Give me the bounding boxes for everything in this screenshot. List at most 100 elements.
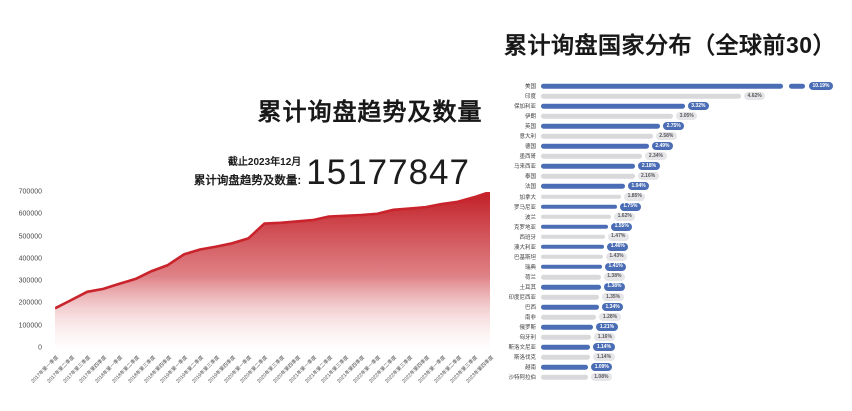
value-badge: 3.32% (687, 102, 709, 111)
bar-track: 1.09% (541, 362, 850, 372)
country-bar (541, 174, 635, 179)
value-badge: 1.09% (591, 363, 613, 372)
country-bar (541, 204, 617, 209)
bar-row: 瑞典 1.41% (490, 262, 850, 272)
country-label: 土耳其 (519, 284, 536, 291)
bar-row: 泰国 2.16% (490, 171, 850, 181)
country-bar (541, 375, 588, 380)
bar-row: 墨西哥 2.34% (490, 151, 850, 161)
bar-row: 巴基斯坦 1.43% (490, 252, 850, 262)
country-bar (541, 344, 591, 350)
country-label: 法国 (524, 184, 536, 191)
country-label: 印度尼西亚 (508, 295, 536, 301)
bar-track: 1.55% (541, 222, 850, 232)
y-tick-label: 600000 (18, 210, 42, 218)
country-label: 巴基斯坦 (513, 254, 536, 261)
value-badge: 2.75% (663, 122, 685, 131)
value-badge: 2.58% (655, 132, 677, 141)
bar-track: 2.34% (541, 151, 850, 161)
value-badge: 2.34% (645, 152, 667, 161)
value-badge: 1.14% (593, 353, 615, 362)
value-badge: 1.47% (607, 232, 629, 241)
value-badge: 1.38% (603, 282, 625, 291)
value-badge: 1.28% (599, 313, 621, 322)
bar-row: 克罗地亚 1.55% (490, 222, 850, 232)
trend-area (55, 192, 490, 348)
bar-row: 意大利 2.58% (490, 131, 850, 141)
country-bar (541, 103, 685, 109)
country-title: 累计询盘国家分布（全球前30） (504, 32, 837, 58)
country-bar (541, 164, 636, 169)
value-badge: 1.62% (614, 212, 636, 221)
bar-row: 波兰 1.62% (490, 212, 850, 222)
bar-track: 1.43% (541, 252, 850, 262)
bar-track: 1.21% (541, 322, 850, 332)
bar-row: 加拿大 1.85% (490, 192, 850, 202)
bar-track: 1.38% (541, 272, 850, 282)
country-label: 伊朗 (524, 114, 536, 121)
country-bar (541, 154, 643, 159)
bar-row: 罗马尼亚 1.75% (490, 202, 850, 212)
value-badge: 2.49% (651, 142, 673, 151)
country-label: 保加利亚 (513, 104, 536, 111)
country-bar (541, 214, 612, 219)
bar-track: 2.58% (541, 131, 850, 141)
country-bar (541, 264, 603, 270)
bar-row: 澳大利亚 1.46% (490, 242, 850, 252)
value-badge: 1.16% (594, 333, 616, 342)
country-label: 英国 (524, 124, 536, 131)
country-bar (541, 113, 674, 119)
value-badge: 1.85% (624, 192, 646, 201)
value-badge: 3.05% (676, 112, 698, 121)
value-badge: 1.55% (611, 222, 633, 231)
country-label: 越南 (524, 365, 536, 372)
y-tick-label: 700000 (18, 188, 42, 196)
bar-row: 巴西 1.34% (490, 302, 850, 312)
bar-track: 1.38% (541, 282, 850, 292)
bar-row: 斯洛伐克 1.14% (490, 352, 850, 362)
bar-track: 3.05% (541, 111, 850, 121)
bar-row: 德国 2.49% (490, 141, 850, 151)
value-badge: 1.14% (593, 343, 615, 352)
bar-row: 南非 1.28% (490, 312, 850, 322)
stat-value: 15177847 (306, 153, 470, 193)
as-of-label: 截止2023年12月 (227, 157, 302, 168)
country-label: 澳大利亚 (513, 244, 536, 251)
value-badge: 4.62% (744, 92, 766, 101)
value-badge: 1.38% (603, 272, 625, 281)
value-badge: 1.75% (619, 202, 641, 211)
bar-break-stub (789, 83, 805, 89)
country-label: 西班牙 (519, 234, 536, 241)
trend-line (55, 192, 490, 310)
y-tick-label: 100000 (18, 322, 42, 330)
trend-stat: 截止2023年12月 累计询盘趋势及数量: 15177847 (140, 153, 470, 193)
value-badge: 1.41% (605, 262, 627, 271)
country-label: 德国 (524, 144, 536, 151)
bar-track: 1.94% (541, 181, 850, 191)
area-chart: 0 100000 200000 300000 400000 500000 600000 700… (0, 185, 505, 411)
bar-track: 1.35% (541, 292, 850, 302)
value-badge: 1.08% (590, 373, 612, 382)
bar-row: 匈牙利 1.16% (490, 332, 850, 342)
bar-track: 1.16% (541, 332, 850, 342)
country-bar (541, 133, 653, 139)
country-bar (541, 224, 609, 229)
bar-row: 荷兰 1.38% (490, 272, 850, 282)
bar-track: 10.19% (541, 81, 850, 91)
bar-track: 4.62% (541, 91, 850, 101)
bar-track: 1.47% (541, 232, 850, 242)
country-bar (541, 184, 625, 189)
bar-track: 1.28% (541, 312, 850, 322)
country-bar (541, 144, 649, 149)
value-badge: 2.18% (638, 162, 660, 171)
country-bar (541, 244, 605, 250)
y-tick-label: 300000 (18, 277, 42, 285)
y-tick-label: 200000 (18, 299, 42, 307)
country-bar (541, 274, 601, 280)
y-axis: 0 100000 200000 300000 400000 500000 600000 700… (0, 185, 48, 355)
country-label: 匈牙利 (519, 335, 536, 342)
country-label: 斯洛伐克 (513, 355, 536, 362)
area-plot (55, 192, 490, 348)
country-label: 南非 (524, 315, 536, 322)
country-bar (541, 284, 601, 290)
